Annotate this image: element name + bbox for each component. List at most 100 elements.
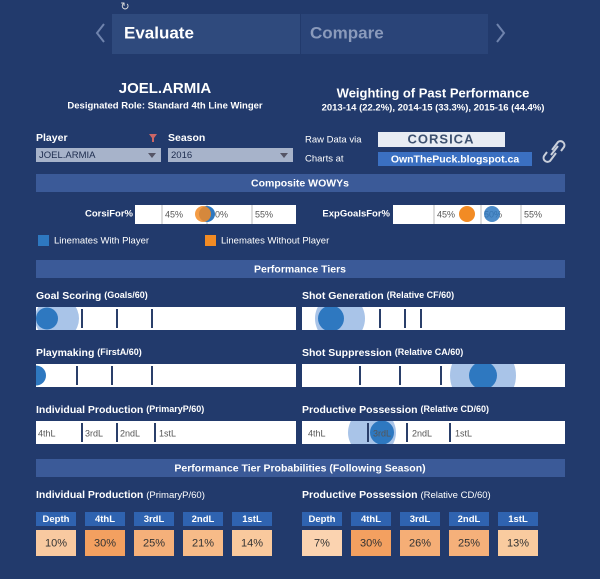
player-role: Designated Role: Standard 4th Line Winge…: [67, 101, 263, 112]
table-cell: [85, 530, 125, 556]
tier-metric: (Relative CF/60): [387, 290, 455, 300]
tab[interactable]: [301, 14, 488, 54]
wowy-tick: 50%: [210, 209, 228, 219]
tier-bar: [302, 307, 565, 330]
tier-estimate: [36, 365, 46, 386]
section-title: Performance Tier Probabilities (Followin…: [174, 462, 425, 474]
section-title: Composite WOWYs: [251, 177, 349, 189]
tier-estimate: [36, 307, 58, 330]
dropdown-value: 2016: [171, 150, 192, 161]
table-header: 4thL: [361, 514, 381, 525]
tier-bar: [36, 421, 296, 444]
table-header-cell: [36, 512, 76, 526]
table-cell: [351, 530, 391, 556]
table-header-cell: [85, 512, 125, 526]
table-value: 14%: [241, 537, 263, 549]
table-value: 30%: [360, 537, 382, 549]
tier-bar: [302, 421, 565, 444]
table-header: 1stL: [242, 514, 262, 525]
player-name: JOEL.ARMIA: [119, 80, 212, 97]
legend-swatch: [205, 235, 216, 246]
table-cell: [36, 530, 76, 556]
table-header: 2ndL: [192, 514, 215, 525]
table-cell: [232, 530, 272, 556]
legend-label: Linemates With Player: [54, 236, 149, 247]
wowy-tick: 45%: [437, 209, 455, 219]
tier-metric: (Goals/60): [104, 290, 148, 300]
section-bar: [36, 174, 565, 192]
wowy-box: [135, 205, 296, 224]
table-cell: [302, 530, 342, 556]
tier-metric: (PrimaryP/60): [146, 404, 204, 414]
section-bar: [36, 459, 565, 477]
table-cell: [400, 530, 440, 556]
wowy-marker-with: [484, 206, 500, 222]
source-logo-box[interactable]: [378, 132, 505, 147]
nav-next[interactable]: [496, 23, 506, 43]
tier-markers: [315, 307, 422, 330]
table-header-cell: [400, 512, 440, 526]
tier-label: 3rdL: [85, 428, 103, 438]
refresh-icon: ↻: [120, 1, 129, 13]
table-value: 10%: [45, 537, 67, 549]
tier-bar: [36, 364, 296, 387]
filter-icon: [149, 134, 157, 142]
tab[interactable]: [112, 14, 300, 54]
nav-prev[interactable]: [95, 23, 105, 43]
tier-estimate: [469, 364, 497, 387]
source-label: Charts at: [305, 154, 344, 165]
tier-label: 1stL: [159, 428, 176, 438]
table-title: Productive Possession (Relative CD/60): [302, 489, 491, 501]
tier-metric: (Relative CA/60): [395, 347, 464, 357]
weighting-detail: 2013-14 (22.2%), 2014-15 (33.3%), 2015-1…: [322, 103, 545, 114]
source-logo[interactable]: CORSICA: [408, 131, 475, 146]
table-cell: [134, 530, 174, 556]
table-value: 7%: [314, 537, 330, 549]
wowy-label: CorsiFor%: [85, 209, 134, 220]
dropdown[interactable]: [168, 148, 293, 162]
source-link[interactable]: OwnThePuck.blogspot.ca: [391, 153, 520, 165]
dropdown[interactable]: [36, 148, 161, 162]
tier-name: Productive Possession: [302, 404, 418, 416]
tier-metric: (FirstA/60): [97, 347, 142, 357]
table-cell: [183, 530, 223, 556]
table-cell: [449, 530, 489, 556]
table-header: 2ndL: [458, 514, 481, 525]
wowy-marker-without: [459, 206, 475, 222]
legend-swatch: [38, 235, 49, 246]
tier-label: 3rdL: [373, 428, 391, 438]
dropdown-value: JOEL.ARMIA: [39, 150, 96, 161]
table-value: 13%: [507, 537, 529, 549]
weighting-title: Weighting of Past Performance: [337, 85, 530, 100]
tier-markers: [36, 307, 153, 330]
table-value: 25%: [143, 537, 165, 549]
tier-label: 4thL: [38, 428, 56, 438]
table-value: 25%: [458, 537, 480, 549]
table-header: 3rdL: [410, 514, 431, 525]
table-header: 1stL: [508, 514, 528, 525]
tier-label: 2ndL: [120, 428, 140, 438]
tier-label: 4thL: [308, 428, 326, 438]
tier-title: Individual Production (PrimaryP/60): [36, 404, 204, 416]
wowy-marker-without: [195, 206, 211, 222]
wowy-tick: 55%: [524, 209, 542, 219]
table-header: Depth: [43, 514, 70, 525]
table-header: 4thL: [95, 514, 115, 525]
tier-estimate: [370, 421, 394, 444]
link-icon[interactable]: [542, 140, 566, 163]
source-link-box[interactable]: [378, 152, 532, 166]
table-header: Depth: [309, 514, 336, 525]
table-value: 21%: [192, 537, 214, 549]
tier-name: Playmaking: [36, 347, 94, 359]
tier-metric: (Relative CD/60): [420, 404, 489, 414]
tier-title: Shot Generation (Relative CF/60): [302, 290, 454, 302]
wowy-label: ExpGoalsFor%: [322, 209, 390, 220]
filter-label: Season: [168, 132, 205, 144]
table-header-cell: [351, 512, 391, 526]
table-header: 3rdL: [144, 514, 165, 525]
dropdown-arrow: [148, 153, 156, 158]
dropdown-arrow: [280, 153, 288, 158]
tier-label: 2ndL: [412, 428, 432, 438]
